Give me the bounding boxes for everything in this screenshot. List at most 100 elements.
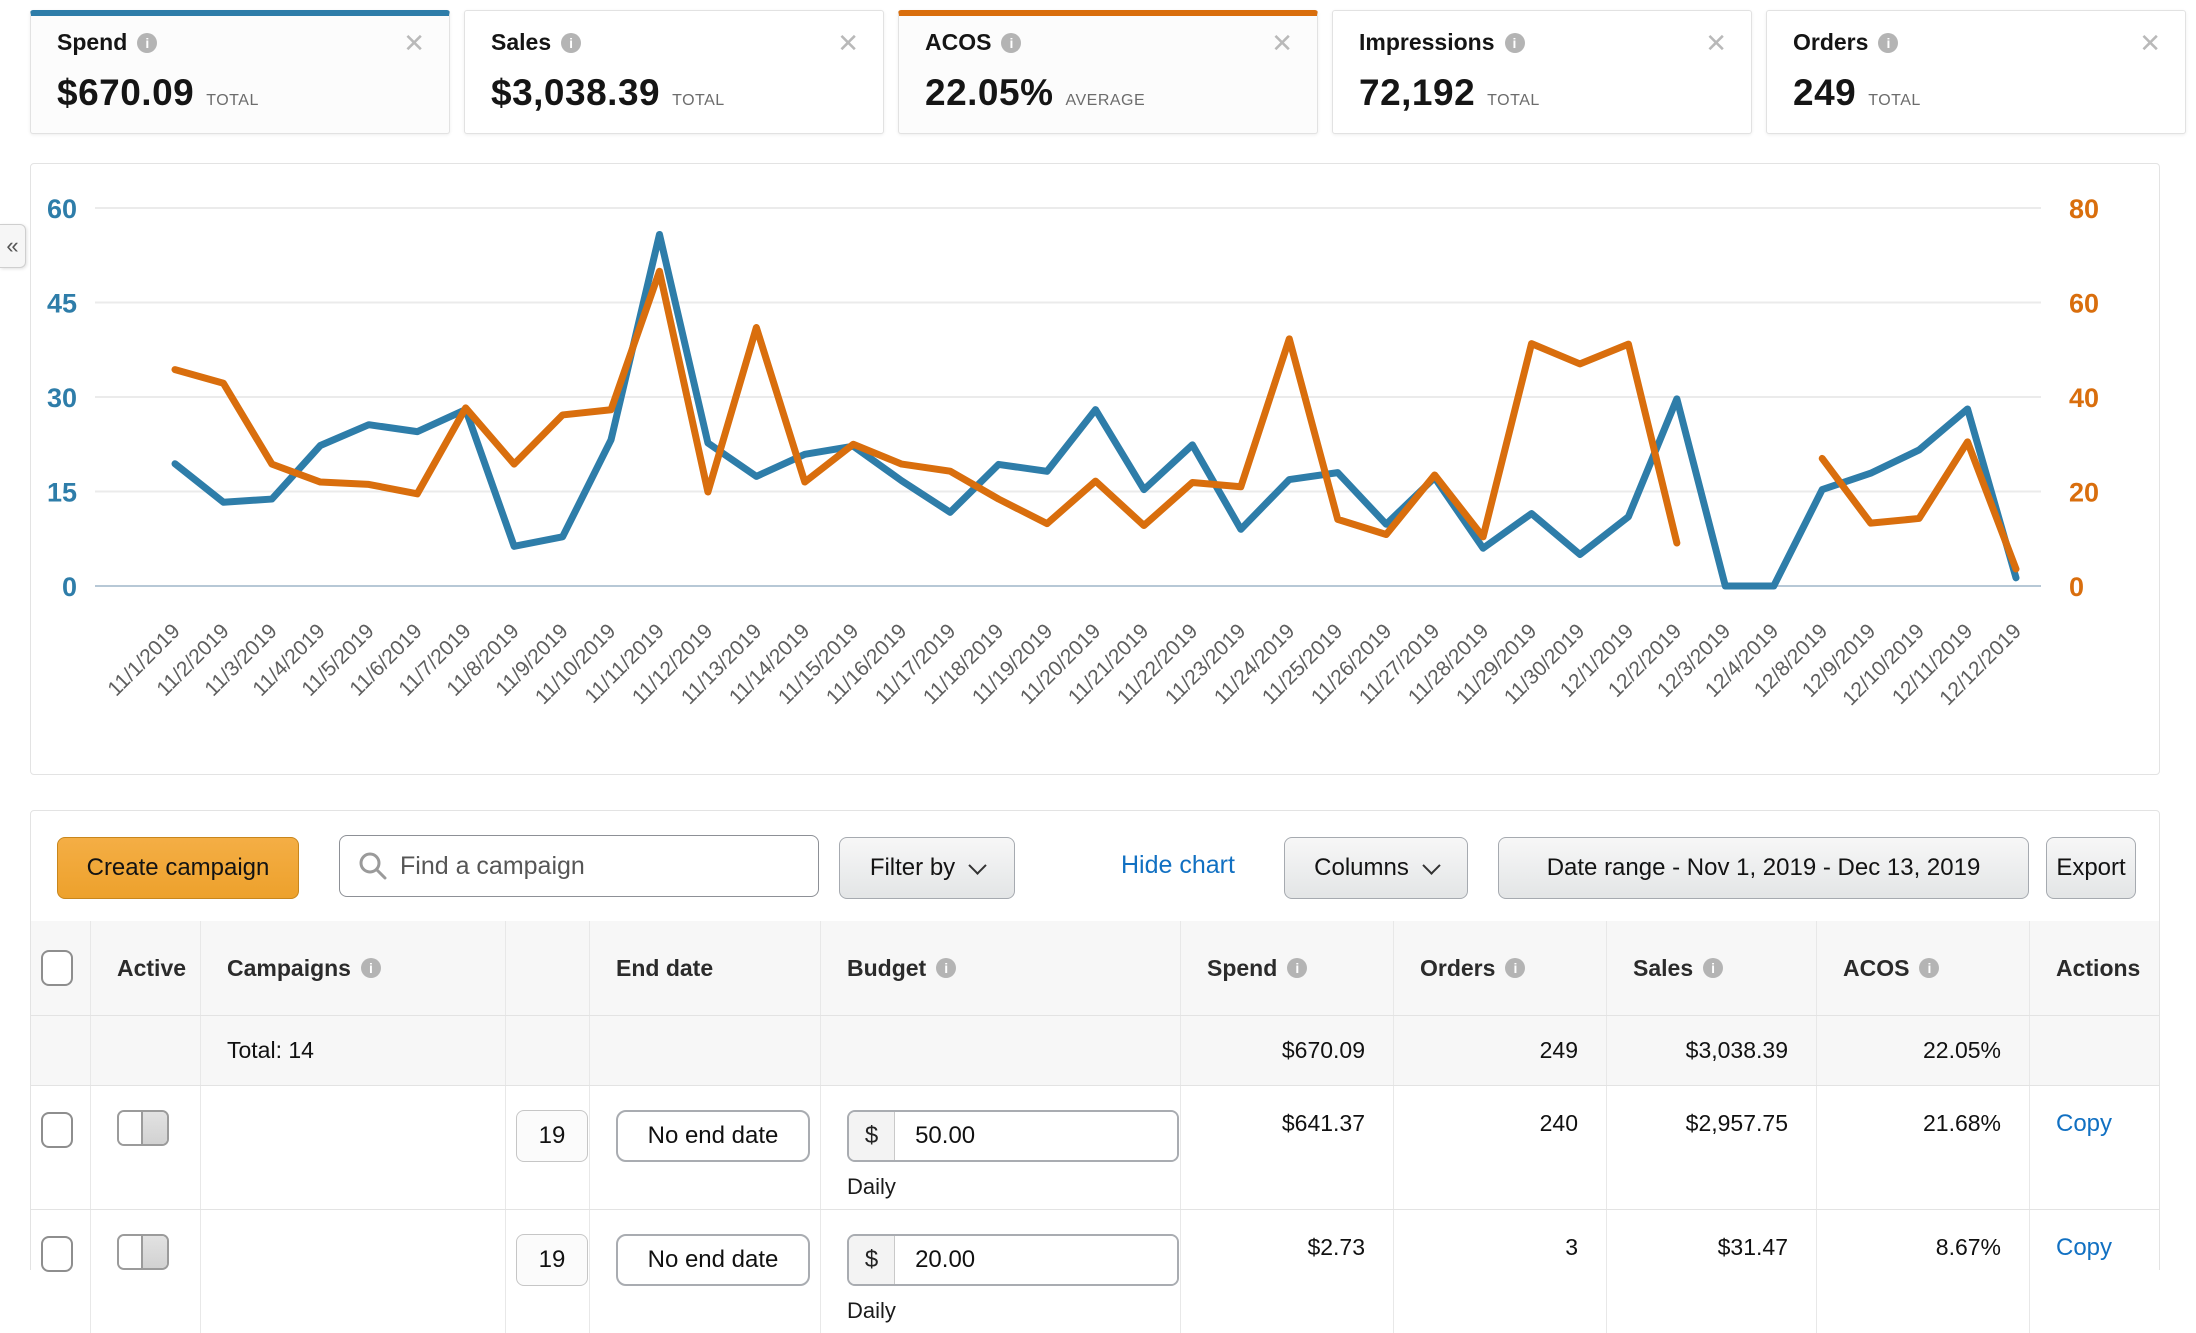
row-orders: 240 xyxy=(1394,1086,1607,1209)
row-spend: $641.37 xyxy=(1181,1086,1394,1209)
hide-chart-link[interactable]: Hide chart xyxy=(1121,851,1235,880)
search-input[interactable] xyxy=(400,852,818,881)
col-startdate xyxy=(506,921,590,1015)
card-impressions[interactable]: Impressions i ✕ 72,192 TOTAL xyxy=(1332,10,1752,134)
search-icon xyxy=(358,851,388,881)
start-date-input[interactable] xyxy=(516,1234,588,1286)
budget-input[interactable] xyxy=(895,1112,1177,1160)
line-chart: 015304560020406080 xyxy=(31,164,2159,774)
create-campaign-button[interactable]: Create campaign xyxy=(57,837,299,899)
totals-spend: $670.09 xyxy=(1181,1016,1394,1085)
svg-text:15: 15 xyxy=(47,478,77,508)
campaign-name-cell xyxy=(201,1086,506,1209)
info-icon: i xyxy=(936,958,956,978)
card-acos[interactable]: ACOS i ✕ 22.05% AVERAGE xyxy=(898,10,1318,134)
card-qualifier: AVERAGE xyxy=(1066,92,1146,110)
table-header-row: Active Campaignsi End date Budgeti Spend… xyxy=(31,921,2159,1015)
col-campaigns: Campaignsi xyxy=(201,921,506,1015)
row-spend: $2.73 xyxy=(1181,1210,1394,1333)
row-acos: 8.67% xyxy=(1817,1210,2030,1333)
svg-text:60: 60 xyxy=(2069,289,2099,319)
table-row: $ Daily $641.37 240 $2,957.75 21.68% Cop… xyxy=(31,1085,2159,1209)
currency-prefix: $ xyxy=(849,1112,895,1160)
card-qualifier: TOTAL xyxy=(1868,92,1921,110)
row-acos: 21.68% xyxy=(1817,1086,2030,1209)
svg-text:30: 30 xyxy=(47,383,77,413)
filter-by-dropdown[interactable]: Filter by xyxy=(839,837,1015,899)
close-icon[interactable]: ✕ xyxy=(1271,30,1293,56)
metric-cards-row: Spend i ✕ $670.09 TOTAL Sales i ✕ $3,038… xyxy=(30,10,2166,138)
campaign-name-cell xyxy=(201,1210,506,1333)
totals-sales: $3,038.39 xyxy=(1607,1016,1817,1085)
info-icon: i xyxy=(1505,958,1525,978)
row-orders: 3 xyxy=(1394,1210,1607,1333)
budget-input[interactable] xyxy=(895,1236,1177,1284)
campaign-search[interactable] xyxy=(339,835,819,897)
svg-text:80: 80 xyxy=(2069,194,2099,224)
card-title: Spend xyxy=(57,29,127,56)
start-date-input[interactable] xyxy=(516,1110,588,1162)
row-sales: $31.47 xyxy=(1607,1210,1817,1333)
svg-text:60: 60 xyxy=(47,194,77,224)
card-title: Sales xyxy=(491,29,551,56)
close-icon[interactable]: ✕ xyxy=(403,30,425,56)
row-checkbox[interactable] xyxy=(41,1112,73,1148)
col-actions: Actions xyxy=(2030,921,2161,1015)
budget-period: Daily xyxy=(847,1298,1179,1324)
columns-label: Columns xyxy=(1314,854,1409,882)
campaigns-table: Active Campaignsi End date Budgeti Spend… xyxy=(31,921,2159,1333)
totals-orders: 249 xyxy=(1394,1016,1607,1085)
card-value: 249 xyxy=(1793,72,1856,114)
card-qualifier: TOTAL xyxy=(672,92,725,110)
campaign-manager-panel: Create campaign Filter by Hide chart Col… xyxy=(30,810,2160,1270)
card-value: $3,038.39 xyxy=(491,72,660,114)
card-spend[interactable]: Spend i ✕ $670.09 TOTAL xyxy=(30,10,450,134)
svg-text:40: 40 xyxy=(2069,383,2099,413)
active-toggle[interactable] xyxy=(117,1234,169,1270)
copy-action-link[interactable]: Copy xyxy=(2056,1110,2112,1138)
active-toggle[interactable] xyxy=(117,1110,169,1146)
totals-label: Total: 14 xyxy=(201,1016,506,1085)
budget-period: Daily xyxy=(847,1174,1179,1200)
card-value: 72,192 xyxy=(1359,72,1475,114)
filter-by-label: Filter by xyxy=(870,854,955,882)
date-range-button[interactable]: Date range - Nov 1, 2019 - Dec 13, 2019 xyxy=(1498,837,2029,899)
columns-dropdown[interactable]: Columns xyxy=(1284,837,1468,899)
copy-action-link[interactable]: Copy xyxy=(2056,1234,2112,1262)
close-icon[interactable]: ✕ xyxy=(2139,30,2161,56)
col-acos: ACOSi xyxy=(1817,921,2030,1015)
card-orders[interactable]: Orders i ✕ 249 TOTAL xyxy=(1766,10,2186,134)
info-icon: i xyxy=(561,33,581,53)
svg-text:20: 20 xyxy=(2069,478,2099,508)
close-icon[interactable]: ✕ xyxy=(1705,30,1727,56)
col-spend: Spendi xyxy=(1181,921,1394,1015)
currency-prefix: $ xyxy=(849,1236,895,1284)
export-button[interactable]: Export xyxy=(2046,837,2136,899)
table-totals-row: Total: 14 $670.09 249 $3,038.39 22.05% xyxy=(31,1015,2159,1085)
card-qualifier: TOTAL xyxy=(1487,92,1540,110)
info-icon: i xyxy=(1287,958,1307,978)
card-value: 22.05% xyxy=(925,72,1054,114)
end-date-input[interactable] xyxy=(616,1110,810,1162)
col-sales: Salesi xyxy=(1607,921,1817,1015)
svg-text:0: 0 xyxy=(2069,572,2084,602)
totals-acos: 22.05% xyxy=(1817,1016,2030,1085)
row-checkbox[interactable] xyxy=(41,1236,73,1272)
card-value: $670.09 xyxy=(57,72,194,114)
end-date-input[interactable] xyxy=(616,1234,810,1286)
close-icon[interactable]: ✕ xyxy=(837,30,859,56)
info-icon: i xyxy=(1001,33,1021,53)
card-sales[interactable]: Sales i ✕ $3,038.39 TOTAL xyxy=(464,10,884,134)
sidebar-collapse-toggle[interactable]: « xyxy=(0,224,26,268)
select-all-checkbox[interactable] xyxy=(41,950,73,986)
chevron-down-icon xyxy=(968,856,986,874)
card-title: ACOS xyxy=(925,29,991,56)
card-title: Impressions xyxy=(1359,29,1495,56)
info-icon: i xyxy=(1919,958,1939,978)
svg-text:0: 0 xyxy=(62,572,77,602)
info-icon: i xyxy=(1703,958,1723,978)
col-budget: Budgeti xyxy=(821,921,1181,1015)
info-icon: i xyxy=(1505,33,1525,53)
card-qualifier: TOTAL xyxy=(206,92,259,110)
col-orders: Ordersi xyxy=(1394,921,1607,1015)
